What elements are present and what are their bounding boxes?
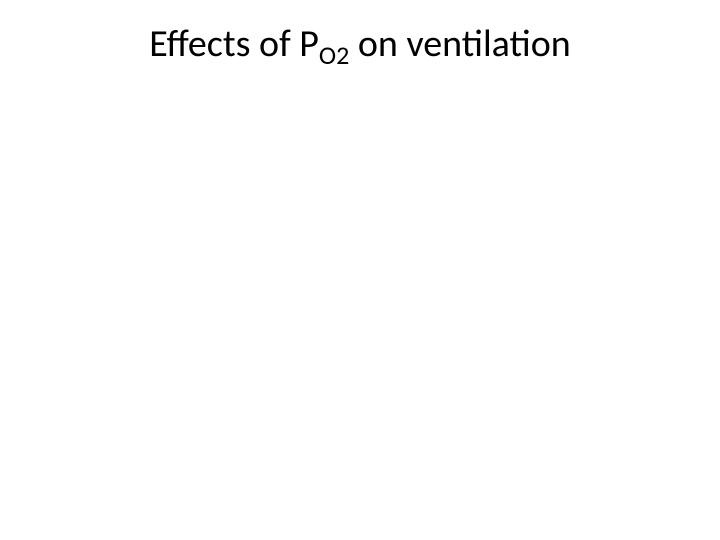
- slide-title: Effects of PO2 on ventilation: [0, 22, 720, 68]
- title-subscript: O2: [319, 39, 349, 71]
- title-text-prefix: Effects of P: [149, 21, 319, 67]
- title-text-suffix: on ventilation: [349, 21, 570, 67]
